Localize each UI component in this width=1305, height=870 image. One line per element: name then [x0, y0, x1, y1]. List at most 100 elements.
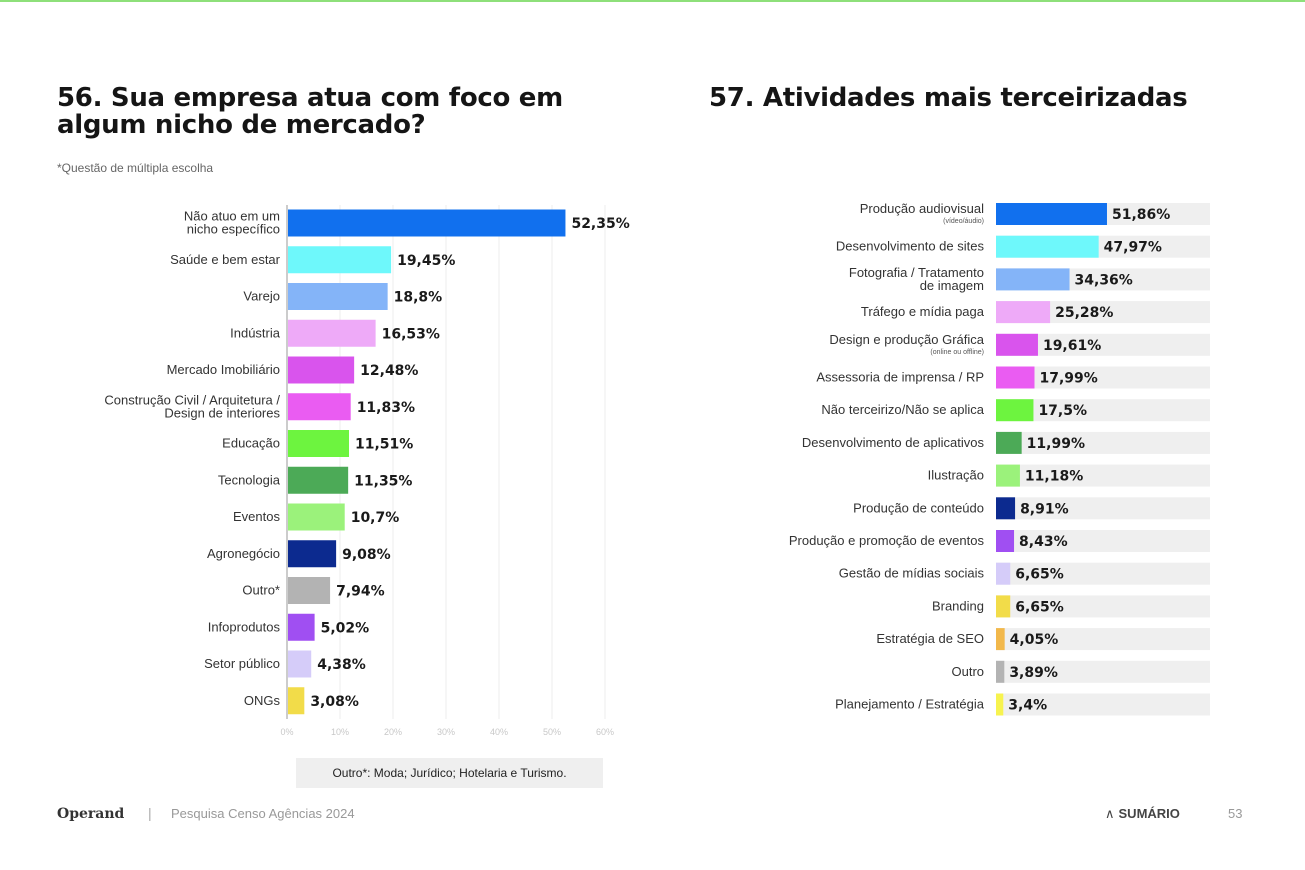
bar-track	[996, 333, 1210, 356]
bar	[288, 283, 388, 310]
data-label: 4,38%	[317, 657, 366, 673]
x-tick-label: 20%	[384, 727, 402, 737]
data-label: 8,91%	[1020, 501, 1069, 517]
bar-track	[996, 530, 1210, 552]
category-label: Desenvolvimento de sites	[836, 239, 985, 254]
outro-footnote: Outro*: Moda; Jurídico; Hotelaria e Turi…	[296, 758, 603, 788]
bar	[996, 660, 1005, 683]
bar-track	[996, 399, 1210, 422]
category-label: Varejo	[243, 289, 280, 304]
bar	[288, 430, 350, 457]
data-label: 6,65%	[1015, 599, 1064, 615]
bar	[288, 540, 337, 568]
category-label: Tráfego e mídia paga	[861, 304, 985, 319]
data-label: 19,45%	[397, 253, 455, 269]
bar-track	[996, 562, 1210, 585]
data-label: 4,05%	[1010, 632, 1059, 648]
data-label: 3,4%	[1008, 698, 1047, 714]
sumario-label: SUMÁRIO	[1118, 806, 1180, 821]
chevron-up-icon: ∧	[1105, 806, 1115, 821]
bar	[996, 333, 1038, 356]
bar	[288, 503, 345, 531]
data-label: 3,89%	[1009, 665, 1058, 681]
bar	[288, 319, 376, 347]
bar	[996, 366, 1035, 389]
x-tick-label: 60%	[596, 727, 614, 737]
category-label: Infoprodutos	[208, 619, 281, 634]
data-label: 3,08%	[310, 694, 359, 710]
category-label: Desenvolvimento de aplicativos	[802, 435, 985, 450]
bar	[288, 613, 315, 641]
data-label: 17,99%	[1039, 371, 1097, 387]
page-number: 53	[1228, 806, 1243, 821]
data-label: 11,35%	[354, 473, 412, 489]
bar	[288, 393, 351, 421]
category-label: Branding	[932, 598, 984, 613]
category-label: Saúde e bem estar	[170, 252, 281, 267]
bar-track	[996, 628, 1210, 651]
footer-separator: |	[148, 805, 152, 821]
data-label: 11,51%	[355, 437, 413, 453]
bar-track	[996, 660, 1210, 683]
data-label: 34,36%	[1075, 272, 1133, 288]
bar	[288, 577, 331, 604]
bar-track	[996, 595, 1210, 618]
bar	[288, 466, 349, 494]
category-label: Não atuo em um	[184, 209, 280, 224]
bar	[996, 464, 1020, 487]
bar	[996, 497, 1016, 520]
category-label: Educação	[222, 436, 280, 451]
operand-logo: Operand	[57, 806, 125, 822]
bar-track	[996, 431, 1210, 454]
category-label: Estratégia de SEO	[876, 631, 984, 646]
category-label: Gestão de mídias sociais	[839, 566, 985, 581]
data-label: 12,48%	[360, 363, 418, 379]
data-label: 11,83%	[357, 400, 415, 416]
bar	[288, 687, 305, 715]
data-label: 17,5%	[1038, 403, 1087, 419]
bar-track	[996, 366, 1210, 389]
data-label: 19,61%	[1043, 338, 1101, 354]
category-label: nicho específico	[187, 222, 280, 237]
bar-track	[996, 464, 1210, 487]
category-sublabel: (online ou offline)	[930, 349, 984, 356]
data-label: 5,02%	[321, 620, 370, 636]
bar	[996, 301, 1051, 324]
category-label: Setor público	[204, 656, 280, 671]
x-tick-label: 50%	[543, 727, 561, 737]
category-label: Agronegócio	[207, 546, 280, 561]
category-sublabel: (vídeo/áudio)	[943, 218, 984, 225]
category-label: Ilustração	[928, 468, 984, 483]
data-label: 47,97%	[1104, 240, 1162, 256]
bar	[996, 562, 1011, 585]
bar	[288, 356, 355, 384]
category-label: Outro	[951, 664, 984, 679]
bar-track	[996, 497, 1210, 520]
x-tick-label: 40%	[490, 727, 508, 737]
bar	[996, 530, 1015, 552]
data-label: 7,94%	[336, 584, 385, 600]
category-label: Tecnologia	[218, 472, 281, 487]
x-tick-label: 10%	[331, 727, 349, 737]
category-label: Produção de conteúdo	[853, 500, 984, 515]
data-label: 11,18%	[1025, 469, 1083, 485]
x-tick-label: 30%	[437, 727, 455, 737]
category-label: Eventos	[233, 509, 280, 524]
category-label: Design e produção Gráfica	[829, 332, 984, 347]
data-label: 8,43%	[1019, 534, 1068, 550]
chart-57-title: 57. Atividades mais terceirizadas	[709, 83, 1188, 113]
category-label: ONGs	[244, 693, 281, 708]
sumario-link[interactable]: ∧ SUMÁRIO	[1105, 806, 1180, 822]
chart-56-title: 56. Sua empresa atua com foco em algum n…	[57, 83, 563, 140]
category-label: Produção e promoção de eventos	[789, 533, 985, 548]
bar	[996, 268, 1070, 291]
bar	[288, 246, 392, 274]
category-label: Produção audiovisual	[860, 201, 984, 216]
x-tick-label: 0%	[280, 727, 293, 737]
category-label: Construção Civil / Arquitetura /	[104, 392, 280, 407]
bar	[996, 628, 1005, 651]
bar	[996, 399, 1034, 422]
category-label: Outro*	[242, 583, 280, 598]
data-label: 9,08%	[342, 547, 391, 563]
